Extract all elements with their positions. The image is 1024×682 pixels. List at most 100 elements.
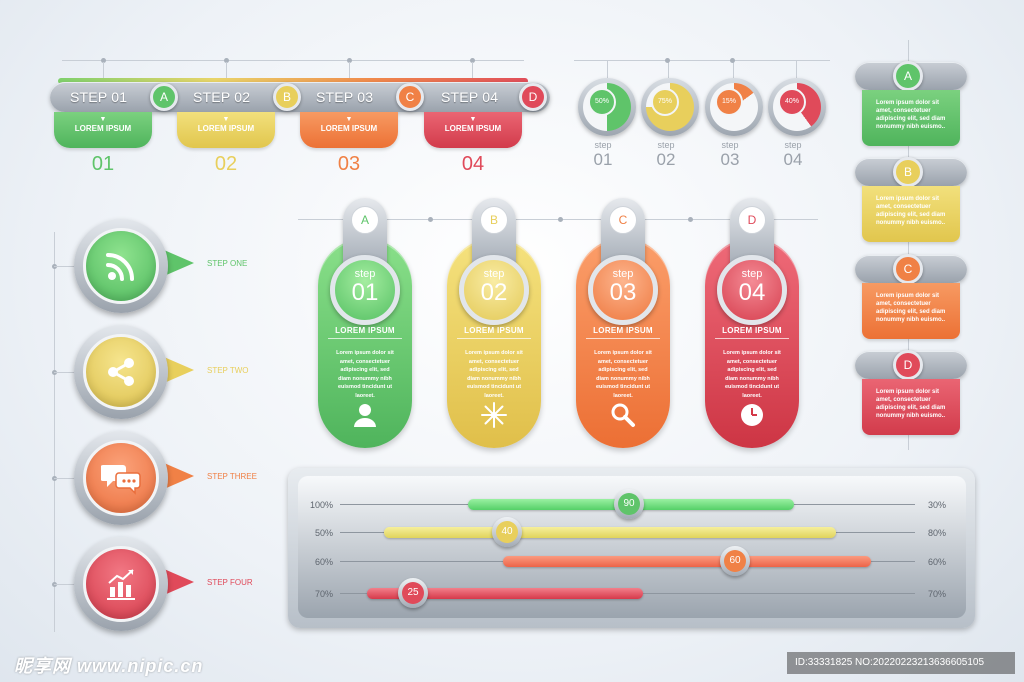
pill-title: LOREM IPSUM bbox=[335, 326, 395, 335]
connector-drop bbox=[103, 62, 104, 82]
left-step-label: STEP THREE bbox=[207, 472, 257, 481]
pill-step-circle: step 01 bbox=[330, 255, 400, 325]
step-label: STEP 02 bbox=[193, 89, 251, 105]
slider-right-label: 80% bbox=[928, 528, 947, 538]
pill-letter: D bbox=[738, 206, 766, 234]
connector-drop bbox=[226, 62, 227, 82]
progress-step-label: step bbox=[721, 140, 739, 150]
progress-step-label: step bbox=[784, 140, 802, 150]
step-bar-gradient-strip bbox=[58, 78, 528, 84]
pill-step-number: 02 bbox=[480, 279, 508, 306]
progress-value: 75% bbox=[651, 88, 679, 116]
slider-knob[interactable]: 90 bbox=[614, 489, 644, 519]
connector-drop bbox=[733, 60, 734, 78]
pill-title: LOREM IPSUM bbox=[593, 326, 653, 335]
step-tab-panel: ▼ LOREM IPSUM bbox=[54, 112, 152, 148]
pill-description: Lorem ipsum dolor sit amet, consectetuer… bbox=[465, 350, 523, 399]
pill-description: Lorem ipsum dolor sit amet, consectetuer… bbox=[336, 350, 394, 399]
step-number: 01 bbox=[91, 153, 115, 175]
pointer-arrow bbox=[164, 569, 194, 595]
side-card-letter[interactable]: A bbox=[893, 61, 923, 91]
slider-knob-value: 90 bbox=[618, 493, 640, 515]
pill-step-circle: step 03 bbox=[588, 255, 658, 325]
side-card-body: Lorem ipsum dolor sit amet, consectetuer… bbox=[862, 379, 960, 435]
pill-divider bbox=[586, 338, 660, 339]
left-icons-connector-line bbox=[54, 232, 55, 632]
pill-divider bbox=[715, 338, 789, 339]
left-step-label: STEP TWO bbox=[207, 366, 249, 375]
connector-stub bbox=[54, 266, 76, 267]
slider-knob[interactable]: 60 bbox=[720, 546, 750, 576]
slider-left-label: 100% bbox=[310, 500, 334, 510]
connector-drop bbox=[472, 62, 473, 82]
connector-dot bbox=[101, 58, 106, 63]
step-tab-text: LOREM IPSUM bbox=[444, 124, 502, 133]
step-number: 04 bbox=[461, 153, 485, 175]
connector-dot bbox=[470, 58, 475, 63]
step-label: STEP 03 bbox=[316, 89, 374, 105]
progress-step-number: 04 bbox=[783, 150, 803, 169]
pill-step-label: step bbox=[612, 268, 634, 280]
slider-knob-value: 40 bbox=[496, 521, 518, 543]
step-letter-badge[interactable]: C bbox=[396, 83, 424, 111]
slider-fill bbox=[384, 527, 836, 538]
pill-title: LOREM IPSUM bbox=[722, 326, 782, 335]
top-circles-connector-line bbox=[574, 60, 830, 61]
right-cards-connector-line bbox=[908, 40, 909, 450]
slider-left-label: 60% bbox=[315, 557, 334, 567]
connector-drop bbox=[668, 60, 669, 78]
share-icon bbox=[108, 358, 134, 386]
pill-step-circle: step 02 bbox=[459, 255, 529, 325]
slider-right-label: 60% bbox=[928, 557, 947, 567]
snowflake-icon bbox=[481, 402, 507, 428]
connector-dot bbox=[224, 58, 229, 63]
chat-bubbles-icon bbox=[101, 465, 141, 495]
step-tab-text: LOREM IPSUM bbox=[320, 124, 378, 133]
slider-knob[interactable]: 25 bbox=[398, 578, 428, 608]
down-arrow-icon: ▼ bbox=[99, 116, 107, 123]
top-left-connector-line bbox=[62, 60, 524, 61]
side-card-letter[interactable]: C bbox=[893, 254, 923, 284]
slider-right-label: 30% bbox=[928, 500, 947, 510]
pill-step-label: step bbox=[483, 268, 505, 280]
side-card-letter[interactable]: B bbox=[893, 157, 923, 187]
pill-letter: A bbox=[351, 206, 379, 234]
connector-dot bbox=[688, 217, 693, 222]
slider-knob-value: 25 bbox=[402, 582, 424, 604]
clock-icon bbox=[741, 404, 763, 426]
pill-step-circle: step 04 bbox=[717, 255, 787, 325]
step-letter-badge[interactable]: A bbox=[150, 83, 178, 111]
magnifier-icon bbox=[611, 403, 635, 427]
progress-step-number: 02 bbox=[656, 150, 676, 169]
slider-knob[interactable]: 40 bbox=[492, 517, 522, 547]
step-tab-panel: ▼ LOREM IPSUM bbox=[424, 112, 522, 148]
step-letter-badge[interactable]: B bbox=[273, 83, 301, 111]
slider-left-label: 70% bbox=[315, 589, 334, 599]
slider-right-label: 70% bbox=[928, 589, 947, 599]
step-tab-text: LOREM IPSUM bbox=[197, 124, 255, 133]
slider-fill bbox=[367, 588, 643, 599]
connector-stub bbox=[54, 478, 76, 479]
connector-stub bbox=[54, 372, 76, 373]
pill-title: LOREM IPSUM bbox=[464, 326, 524, 335]
left-step-label: STEP ONE bbox=[207, 259, 248, 268]
connector-drop bbox=[796, 60, 797, 78]
progress-value: 15% bbox=[715, 88, 743, 116]
step-letter-badge[interactable]: D bbox=[519, 83, 547, 111]
progress-step-number: 03 bbox=[720, 150, 740, 169]
pill-step-label: step bbox=[741, 268, 763, 280]
connector-dot bbox=[665, 58, 670, 63]
side-card-letter[interactable]: D bbox=[893, 350, 923, 380]
left-step-label: STEP FOUR bbox=[207, 578, 253, 587]
pill-step-number: 01 bbox=[351, 279, 379, 306]
progress-step-number: 01 bbox=[593, 150, 613, 169]
progress-value: 40% bbox=[778, 88, 806, 116]
down-arrow-icon: ▼ bbox=[222, 116, 230, 123]
pill-step-label: step bbox=[354, 268, 376, 280]
down-arrow-icon: ▼ bbox=[469, 116, 477, 123]
connector-stub bbox=[54, 584, 76, 585]
side-card-body: Lorem ipsum dolor sit amet, consectetuer… bbox=[862, 283, 960, 339]
pill-divider bbox=[328, 338, 402, 339]
connector-dot bbox=[730, 58, 735, 63]
connector-dot bbox=[428, 217, 433, 222]
